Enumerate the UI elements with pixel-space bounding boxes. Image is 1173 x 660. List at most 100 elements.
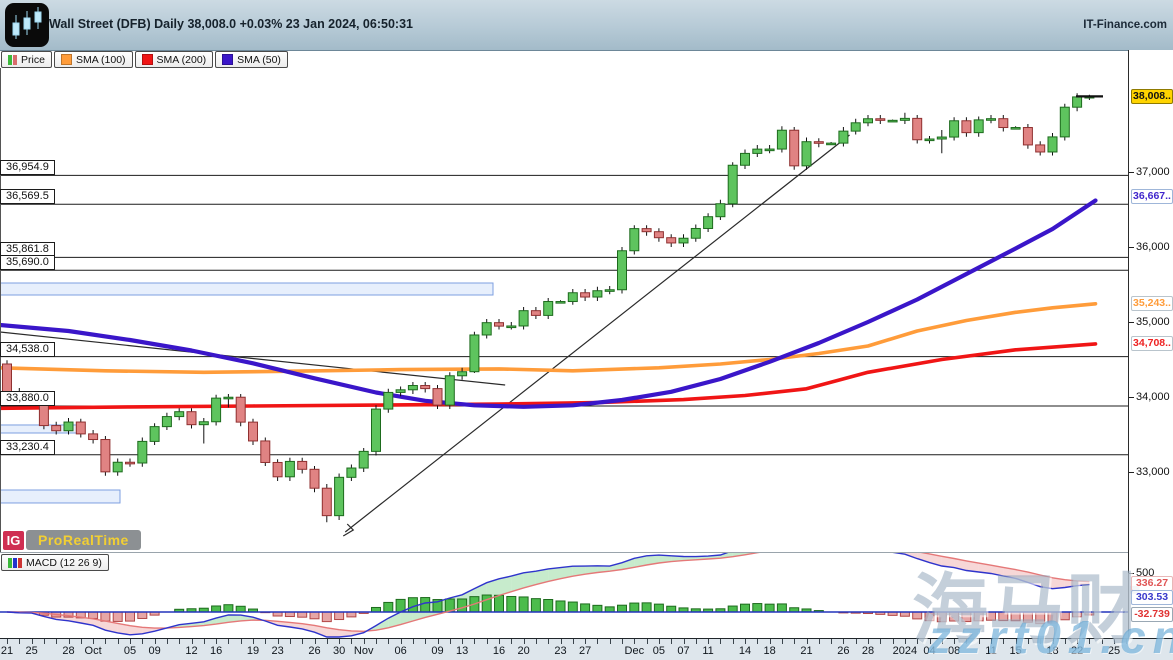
time-tick: [929, 639, 931, 644]
macd-histogram-bar: [666, 605, 677, 613]
time-tick: [425, 639, 427, 644]
price-tick: [1129, 397, 1134, 398]
price-candles-icon: [8, 54, 17, 65]
sma-100-line: [0, 302, 1098, 375]
macd-histogram-bar: [567, 601, 578, 613]
time-tick: [572, 639, 574, 644]
time-axis-label: 22: [1070, 645, 1084, 657]
time-axis-label: 28: [861, 645, 875, 657]
time-tick: [634, 639, 636, 644]
time-axis-label: 23: [554, 645, 567, 657]
macd-histogram-bar: [223, 604, 234, 613]
macd-fill: [548, 567, 561, 582]
price-scale[interactable]: 37,000 36,000 35,000 34,000 33,000 38,008.. 36…: [1128, 50, 1173, 638]
time-tick: [757, 639, 759, 644]
price-level-label: 36,954.9: [0, 160, 55, 176]
macd-fill: [339, 629, 352, 638]
time-tick: [130, 639, 131, 644]
time-tick: [499, 639, 500, 644]
macd-histogram-bar: [1072, 611, 1083, 618]
time-tick: [1040, 639, 1042, 644]
time-tick: [843, 639, 845, 644]
price-tick-label: 34,000: [1136, 391, 1170, 403]
macd-fill: [1040, 575, 1053, 589]
time-tick: [1114, 639, 1115, 644]
macd-histogram-bar: [125, 611, 135, 622]
macd-histogram-bar: [383, 601, 394, 613]
highlight-band: [0, 282, 494, 296]
time-tick: [474, 639, 476, 644]
macd-panel[interactable]: [0, 539, 1128, 639]
sma-50-line: [0, 198, 1098, 409]
macd-histogram-bar: [1035, 611, 1046, 625]
price-badge: 34,708..: [1131, 336, 1173, 352]
time-tick: [781, 639, 783, 644]
macd-histogram-bar: [407, 597, 418, 613]
macd-histogram-bar: [912, 611, 923, 620]
macd-histogram-bar: [112, 611, 123, 622]
macd-histogram-bar: [604, 606, 615, 613]
time-tick: [449, 639, 451, 644]
time-tick: [351, 639, 353, 644]
time-tick: [511, 639, 513, 644]
time-axis-label: 09: [148, 645, 161, 657]
title-bar: Wall Street (DFB) Daily 38,008.0 +0.03% …: [0, 0, 1173, 51]
time-axis-label: Nov: [353, 645, 374, 657]
time-tick: [745, 639, 746, 644]
macd-fill: [142, 627, 155, 634]
time-axis-label: Dec: [624, 645, 645, 657]
macd-line: [6, 539, 1090, 638]
macd-fill: [228, 615, 241, 623]
time-tick: [1003, 639, 1005, 644]
macd-histogram-bar: [617, 604, 627, 613]
macd-histogram-bar: [309, 611, 320, 620]
macd-histogram-bar: [334, 611, 345, 621]
macd-fill: [560, 566, 573, 579]
time-axis-label: 18: [763, 645, 776, 657]
time-tick: [179, 639, 181, 644]
time-tick: [1027, 639, 1029, 644]
time-axis-label: 14: [738, 645, 752, 657]
tab-sma-50[interactable]: SMA (50): [215, 51, 288, 68]
time-tick: [523, 639, 525, 644]
time-tick: [880, 639, 882, 644]
tab-macd[interactable]: MACD (12 26 9): [1, 554, 109, 571]
tab-sma-100[interactable]: SMA (100): [53, 51, 133, 68]
time-tick: [19, 639, 21, 644]
time-axis-label: 18: [1046, 645, 1059, 657]
macd-fill: [486, 578, 499, 600]
tab-price[interactable]: Price: [1, 51, 52, 68]
time-tick: [695, 639, 697, 644]
macd-histogram-bar: [530, 598, 541, 613]
macd-histogram-bar: [555, 600, 566, 613]
time-axis-label: 05: [123, 645, 137, 657]
macd-histogram-bar: [346, 611, 357, 618]
time-tick: [462, 639, 464, 644]
time-tick: [708, 639, 710, 644]
time-axis-label: 27: [578, 645, 592, 657]
macd-histogram-bar: [764, 603, 775, 613]
sma200-color-icon: [141, 54, 153, 65]
time-tick: [683, 639, 685, 644]
time-axis-label: 26: [837, 645, 850, 657]
time-tick: [855, 639, 857, 644]
price-level-label: 33,230.4: [0, 439, 55, 455]
macd-fill: [216, 615, 229, 625]
macd-histogram-bar: [481, 594, 492, 613]
macd-value-badge: -32.739: [1131, 607, 1173, 622]
macd-histogram-bar: [727, 605, 738, 613]
time-tick: [978, 639, 980, 644]
macd-fill: [978, 563, 991, 574]
time-axis[interactable]: 21 25 28 Oct 05 09 12 16 19 23 26 30 Nov 06 09 13 16 20 23…: [0, 638, 1173, 660]
tab-sma-200[interactable]: SMA (200): [134, 51, 214, 68]
main-chart-canvas[interactable]: [0, 68, 1128, 552]
macd-histogram-bar: [998, 611, 1009, 622]
sma100-color-icon: [60, 54, 72, 65]
macd-fill: [646, 555, 659, 565]
time-tick: [43, 639, 45, 644]
macd-fill: [499, 576, 512, 596]
app-logo-icon[interactable]: [5, 3, 49, 47]
price-badge: 35,243..: [1131, 296, 1173, 312]
time-tick: [289, 639, 291, 644]
time-tick: [376, 639, 377, 644]
